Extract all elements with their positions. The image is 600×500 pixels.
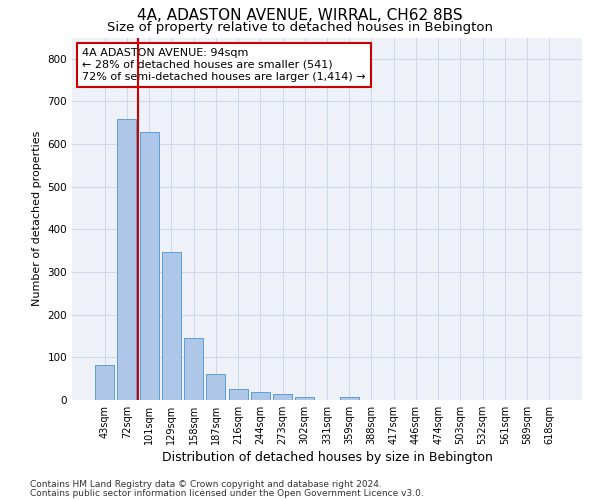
Bar xyxy=(184,338,203,400)
Text: 4A ADASTON AVENUE: 94sqm
← 28% of detached houses are smaller (541)
72% of semi-: 4A ADASTON AVENUE: 94sqm ← 28% of detach… xyxy=(82,48,366,82)
Text: Contains public sector information licensed under the Open Government Licence v3: Contains public sector information licen… xyxy=(30,488,424,498)
Text: Contains HM Land Registry data © Crown copyright and database right 2024.: Contains HM Land Registry data © Crown c… xyxy=(30,480,382,489)
Bar xyxy=(118,118,136,400)
Y-axis label: Number of detached properties: Number of detached properties xyxy=(32,131,42,306)
Bar xyxy=(295,396,314,400)
Bar xyxy=(95,364,114,400)
Bar xyxy=(206,374,225,400)
X-axis label: Distribution of detached houses by size in Bebington: Distribution of detached houses by size … xyxy=(161,451,493,464)
Bar xyxy=(340,396,359,400)
Text: Size of property relative to detached houses in Bebington: Size of property relative to detached ho… xyxy=(107,21,493,34)
Text: 4A, ADASTON AVENUE, WIRRAL, CH62 8BS: 4A, ADASTON AVENUE, WIRRAL, CH62 8BS xyxy=(137,8,463,22)
Bar xyxy=(162,252,181,400)
Bar xyxy=(229,390,248,400)
Bar xyxy=(273,394,292,400)
Bar xyxy=(251,392,270,400)
Bar xyxy=(140,132,158,400)
